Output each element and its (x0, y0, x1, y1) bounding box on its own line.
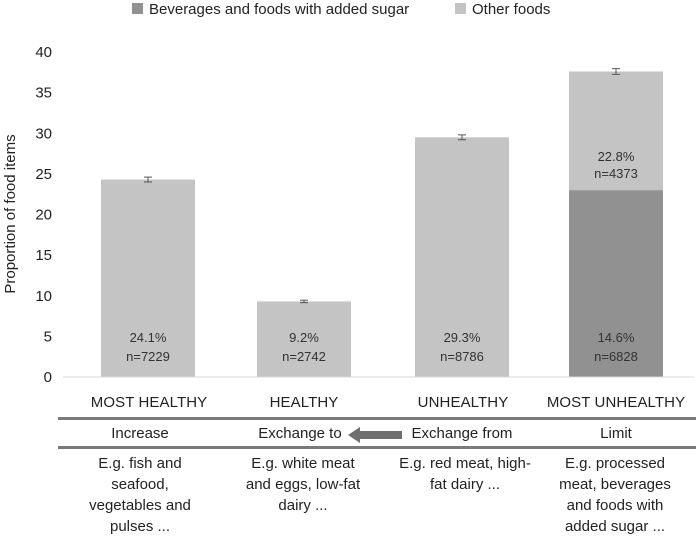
example-line: and eggs, low-fat (245, 476, 361, 493)
legend-label-other-foods: Other foods (472, 1, 551, 18)
example-line: meat, beverages (559, 476, 671, 493)
bar-other-foods (257, 301, 351, 377)
legend-label-added-sugar: Beverages and foods with added sugar (149, 1, 410, 18)
example-line: fat dairy ... (429, 476, 501, 493)
y-tick-label: 25 (35, 166, 52, 183)
example-line: E.g. red meat, high- (399, 455, 531, 472)
y-tick-label: 15 (35, 247, 52, 264)
y-tick-label: 20 (35, 207, 52, 224)
legend-item-added-sugar: Beverages and foods with added sugar (132, 1, 409, 18)
y-tick-label: 0 (44, 369, 52, 386)
left-arrow-icon (348, 427, 402, 443)
data-label-n: n=8786 (440, 349, 484, 364)
y-tick-label: 10 (35, 288, 52, 305)
example-unhealthy: E.g. red meat, high- fat dairy ... (390, 453, 540, 495)
divider-top (58, 417, 696, 420)
data-label-percent: 14.6% (598, 330, 635, 345)
y-tick-label: 5 (44, 328, 52, 345)
bar-other-foods (415, 137, 509, 377)
y-tick-label: 30 (35, 125, 52, 142)
category-label-unhealthy: UNHEALTHY (417, 394, 509, 411)
example-line: seafood, (111, 476, 169, 493)
example-line: E.g. processed (564, 455, 666, 472)
legend: Beverages and foods with added sugar Oth… (0, 0, 696, 22)
example-line: and foods with (566, 497, 664, 514)
example-line: E.g. fish and (98, 455, 182, 472)
example-line: dairy ... (278, 497, 328, 514)
bar-other-foods (569, 71, 663, 191)
example-healthy: E.g. white meat and eggs, low-fat dairy … (228, 453, 378, 516)
y-axis-label: Proportion of food items (2, 134, 19, 293)
action-exchange-from: Exchange from (411, 425, 513, 442)
category-label-most-healthy: MOST HEALTHY (90, 394, 208, 411)
bars: 24.1% n=7229 9.2% n=2742 29.3% n=8786 14.6% n=6… (101, 68, 663, 377)
data-label-percent: 24.1% (130, 330, 167, 345)
example-line: vegetables and (89, 497, 191, 514)
example-most-unhealthy: E.g. processed meat, beverages and foods… (540, 453, 690, 537)
y-tick-label: 40 (35, 44, 52, 61)
bar-added-sugar (569, 190, 663, 377)
example-most-healthy: E.g. fish and seafood, vegetables and pu… (65, 453, 215, 537)
example-line: E.g. white meat (251, 455, 355, 472)
y-axis-ticks: 0 5 10 15 20 25 30 35 40 (35, 44, 52, 386)
data-label-percent: 9.2% (289, 330, 319, 345)
legend-item-other-foods: Other foods (455, 1, 550, 18)
data-label-n: n=7229 (126, 349, 170, 364)
action-increase: Increase (111, 425, 169, 442)
bar-other-foods (101, 179, 195, 377)
action-limit: Limit (600, 425, 632, 442)
legend-swatch-added-sugar (132, 3, 143, 14)
example-line: added sugar ... (564, 518, 666, 535)
data-label-n: n=4373 (594, 166, 638, 181)
plot-area: Proportion of food items 0 5 10 15 20 25 30 35 4… (2, 44, 694, 386)
y-tick-label: 35 (35, 85, 52, 102)
data-label-percent: 22.8% (598, 149, 635, 164)
legend-swatch-other-foods (455, 3, 466, 14)
data-label-n: n=2742 (282, 349, 326, 364)
category-label-most-unhealthy: MOST UNHEALTHY (546, 394, 686, 411)
divider-bottom (58, 446, 696, 449)
data-label-percent: 29.3% (444, 330, 481, 345)
action-exchange-to: Exchange to (258, 425, 342, 442)
data-label-n: n=6828 (594, 349, 638, 364)
category-label-healthy: HEALTHY (269, 394, 339, 411)
example-line: pulses ... (109, 518, 171, 535)
